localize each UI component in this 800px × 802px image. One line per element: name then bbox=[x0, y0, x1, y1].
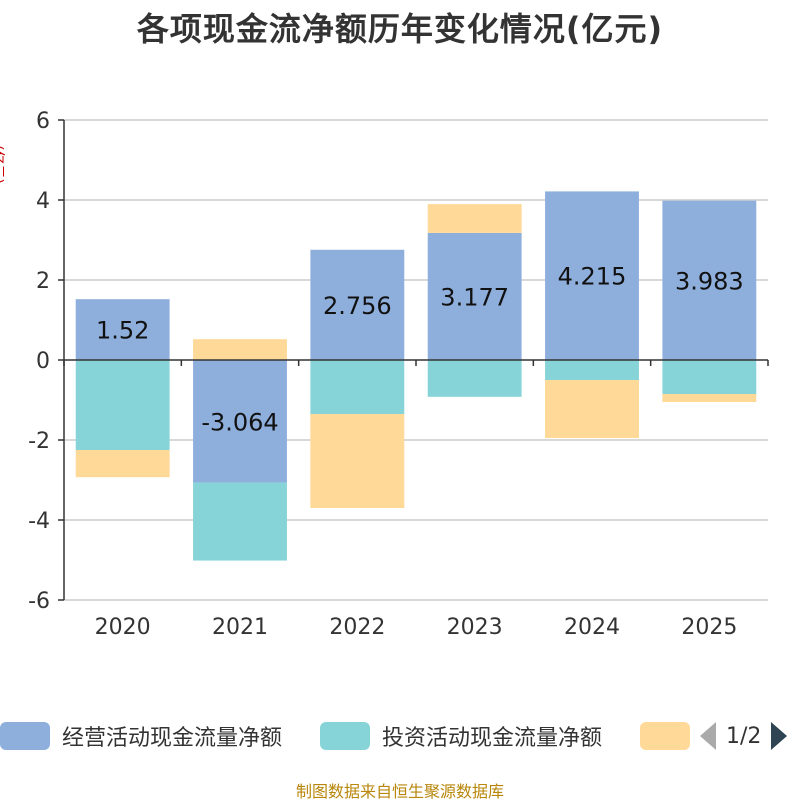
x-tick-label: 2022 bbox=[329, 615, 385, 640]
legend-item-operating[interactable]: 经营活动现金流量净额 bbox=[0, 716, 282, 756]
grid-layer bbox=[64, 119, 768, 601]
data-label-2023: 3.177 bbox=[440, 283, 509, 311]
bar-layer bbox=[75, 191, 757, 561]
bar-2021-series-1 bbox=[193, 482, 287, 561]
data-label-2020: 1.52 bbox=[96, 317, 149, 345]
legend-swatch-financing bbox=[640, 722, 690, 750]
y-tick-label: -6 bbox=[28, 589, 50, 614]
axis-layer: -6 -4 -2 0 2 4 6 2020 2021 2022 2023 2024 2025 bbox=[28, 109, 769, 640]
y-tick-label: -4 bbox=[28, 509, 50, 534]
legend-item-financing[interactable] bbox=[640, 716, 702, 756]
data-label-2024: 4.215 bbox=[558, 263, 627, 291]
x-tick-label: 2020 bbox=[95, 615, 151, 640]
bar-2022-series-2 bbox=[310, 414, 405, 508]
bar-2021-series-2 bbox=[193, 339, 287, 360]
bar-2025-series-2 bbox=[662, 394, 757, 402]
data-label-layer: 1.52 -3.064 2.756 3.177 4.215 3.983 bbox=[96, 263, 744, 437]
bar-2025-series-0 bbox=[662, 200, 757, 360]
bar-2023-series-1 bbox=[427, 360, 522, 397]
bar-2022-series-1 bbox=[310, 360, 405, 414]
legend-item-investing[interactable]: 投资活动现金流量净额 bbox=[320, 716, 602, 756]
y-tick-label: 6 bbox=[36, 109, 50, 134]
x-tick-label: 2021 bbox=[212, 615, 268, 640]
bar-2020-series-0 bbox=[75, 299, 170, 360]
legend: 经营活动现金流量净额 投资活动现金流量净额 1/2 bbox=[0, 716, 800, 756]
data-label-2025: 3.983 bbox=[675, 267, 744, 295]
data-label-2021: -3.064 bbox=[201, 408, 278, 436]
data-source-note: 制图数据来自恒生聚源数据库 bbox=[295, 782, 504, 801]
legend-label-investing: 投资活动现金流量净额 bbox=[382, 726, 603, 751]
bar-2020-series-1 bbox=[75, 360, 170, 450]
y-tick-label: -2 bbox=[28, 429, 50, 454]
legend-swatch-operating bbox=[0, 722, 50, 750]
bar-2023-series-2 bbox=[427, 204, 522, 233]
bar-2020-series-2 bbox=[75, 450, 170, 478]
bar-2024-series-1 bbox=[545, 360, 639, 380]
bar-2023-series-0 bbox=[427, 232, 522, 360]
bar-2024-series-0 bbox=[545, 191, 639, 360]
bar-2024-series-2 bbox=[545, 380, 639, 438]
data-label-2022: 2.756 bbox=[323, 292, 392, 320]
x-tick-label: 2023 bbox=[447, 615, 503, 640]
y-tick-label: 2 bbox=[36, 269, 50, 294]
legend-swatch-investing bbox=[320, 722, 370, 750]
legend-label-operating: 经营活动现金流量净额 bbox=[62, 726, 283, 751]
bar-2021-series-0 bbox=[193, 360, 287, 483]
x-tick-label: 2024 bbox=[564, 615, 620, 640]
bar-2025-series-1 bbox=[662, 360, 757, 394]
prev-page-icon[interactable] bbox=[700, 722, 716, 750]
x-tick-label: 2025 bbox=[681, 615, 737, 640]
chart-title: 各项现金流净额历年变化情况(亿元) bbox=[136, 10, 664, 48]
y-tick-label: 4 bbox=[36, 189, 50, 214]
legend-pager: 1/2 bbox=[700, 716, 788, 756]
bar-2022-series-0 bbox=[310, 249, 405, 360]
next-page-icon[interactable] bbox=[771, 722, 788, 750]
y-tick-label: 0 bbox=[36, 349, 50, 374]
legend-page-number: 1/2 bbox=[726, 723, 762, 749]
